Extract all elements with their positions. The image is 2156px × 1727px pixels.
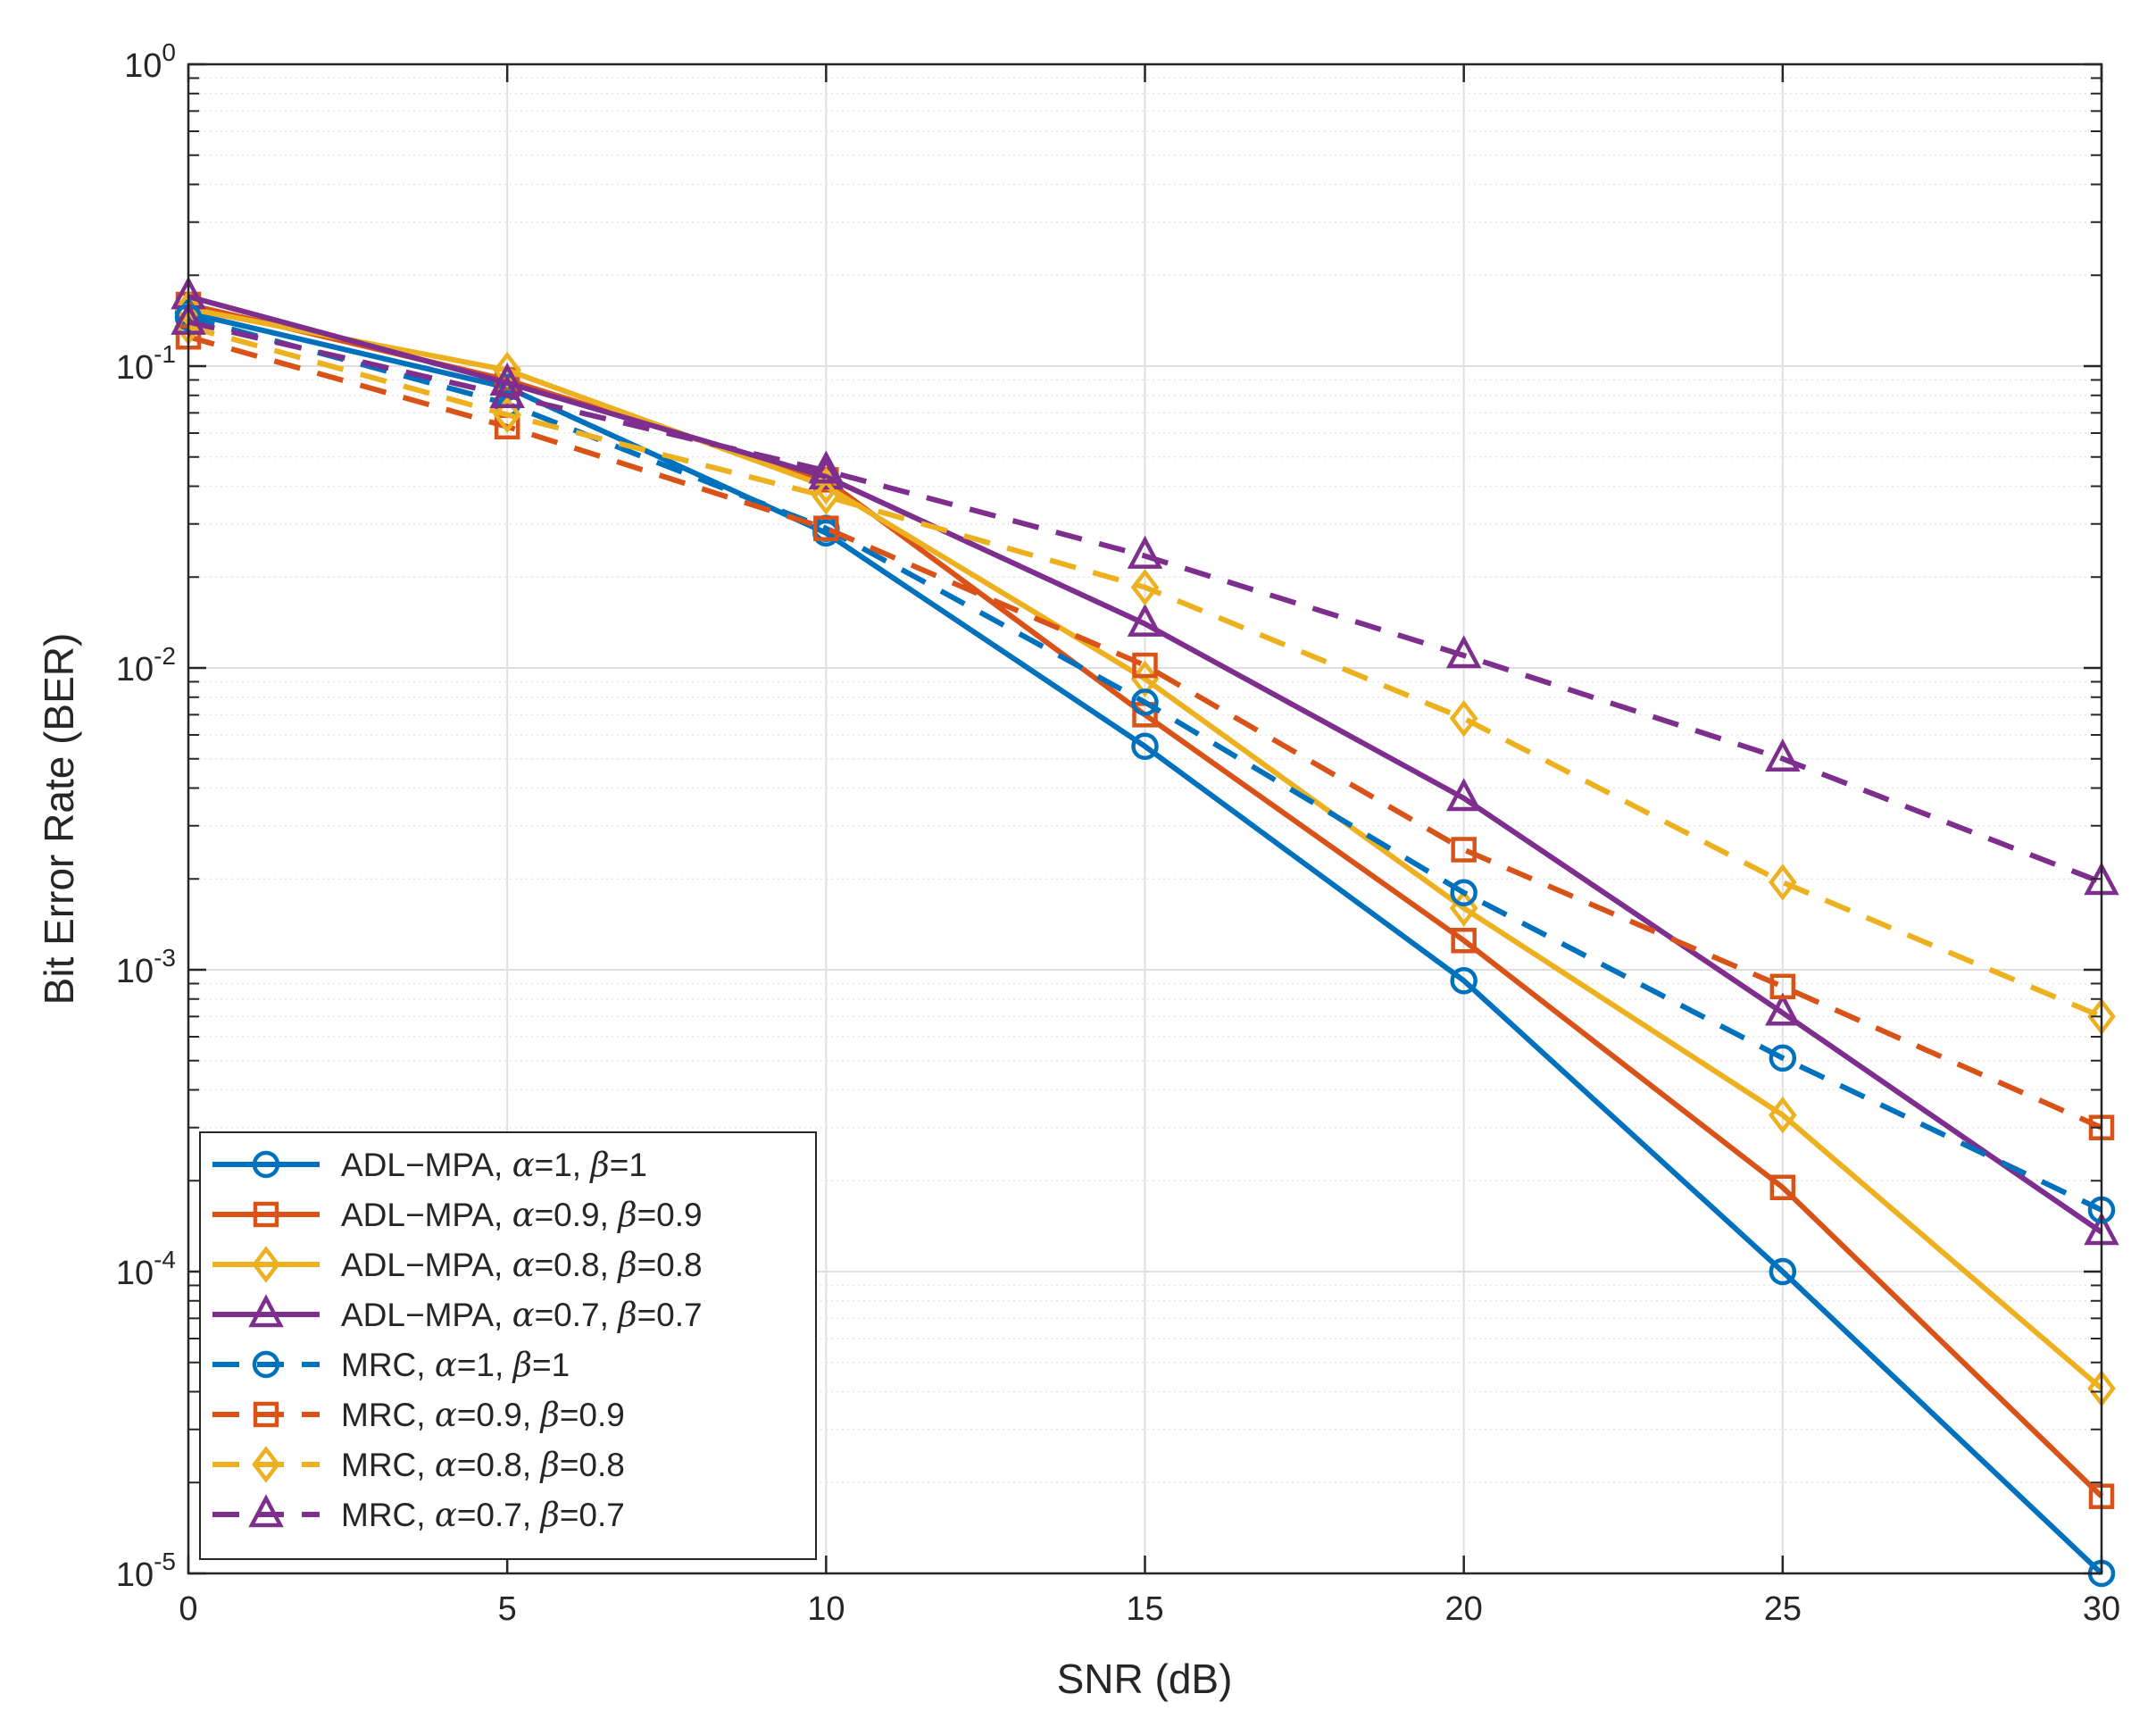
legend-marker [248,1294,284,1328]
legend-entry: ADL−MPA, α=0.9, β=0.9 [212,1196,703,1234]
x-tick-label: 30 [2083,1590,2120,1628]
data-point [1450,879,1478,906]
data-point [493,396,521,434]
legend-entry: ADL−MPA, α=0.7, β=0.7 [212,1294,703,1334]
legend-label: ADL−MPA, α=0.9, β=0.9 [341,1196,703,1234]
x-tick-label: 15 [1126,1590,1163,1628]
legend-entries: ADL−MPA, α=1, β=1 ADL−MPA, α=0.9, β=0.9 AD… [212,1146,703,1534]
data-point [1765,992,1801,1026]
legend-entry: MRC, α=1, β=1 [212,1346,570,1384]
legend-entry: MRC, α=0.7, β=0.7 [212,1494,625,1534]
data-point [1132,652,1158,679]
legend-marker [252,1150,280,1179]
series-line [187,324,2103,1020]
legend-marker [252,1446,280,1483]
y-tick-label: 10-4 [116,1246,176,1292]
legend-label: ADL−MPA, α=1, β=1 [341,1146,647,1184]
data-point [1127,535,1163,569]
x-tick-labels: 0 5 10 15 20 25 30 [179,1590,2120,1628]
y-tick-label: 10-3 [116,944,176,990]
legend-label: ADL−MPA, α=0.8, β=0.8 [341,1246,703,1284]
legend-marker [248,1494,284,1528]
y-tick-labels: 100 10-1 10-2 10-3 10-4 10-5 [116,38,176,1594]
legend-marker [253,1201,279,1228]
legend-label: MRC, α=0.9, β=0.9 [341,1396,625,1434]
data-point [1765,738,1801,772]
data-point [813,515,839,541]
y-tick-label: 10-2 [116,642,176,688]
data-point [1769,973,1796,1000]
legend-box [199,1131,817,1560]
data-point [1769,864,1797,901]
data-point [1449,699,1478,738]
legend-marker [252,1350,280,1379]
legend-label: MRC, α=1, β=1 [341,1346,570,1384]
series-line [187,319,2103,885]
data-point [808,450,845,484]
data-point [1769,1097,1797,1134]
legend-marker [252,1246,280,1283]
legend-entry: ADL−MPA, α=0.8, β=0.8 [212,1246,703,1284]
legend-label: ADL−MPA, α=0.7, β=0.7 [341,1296,703,1334]
data-point [1769,1174,1796,1201]
y-tick-label: 100 [124,38,176,85]
legend-label: MRC, α=0.7, β=0.7 [341,1496,625,1534]
x-tick-label: 25 [1764,1590,1802,1628]
data-point [1130,568,1160,606]
legend-entry: MRC, α=0.9, β=0.9 [212,1396,625,1434]
data-point [1127,603,1163,637]
legend: ADL−MPA, α=1, β=1 ADL−MPA, α=0.9, β=0.9 AD… [199,1131,817,1560]
data-point [808,456,845,490]
x-tick-label: 0 [179,1590,197,1628]
data-point [812,478,841,515]
y-tick-label: 10-1 [116,340,176,387]
legend-marker [253,1401,279,1428]
data-point [1769,1044,1797,1072]
y-axis-label: Bit Error Rate (BER) [36,633,82,1005]
data-point [1451,837,1477,863]
legend-label: MRC, α=0.8, β=0.8 [341,1446,625,1484]
data-point [489,374,525,409]
y-tick-label: 10-5 [116,1548,176,1594]
x-tick-label: 10 [807,1590,845,1628]
x-axis-label: SNR (dB) [1057,1656,1233,1702]
data-point [1130,660,1160,697]
x-tick-label: 20 [1445,1590,1483,1628]
data-point [1451,927,1477,954]
legend-entry: ADL−MPA, α=1, β=1 [212,1146,647,1184]
series-lines [171,276,2119,1588]
data-point [1445,635,1482,669]
data-point [1131,688,1159,716]
data-point [1769,1257,1797,1286]
series-line [187,314,2103,1213]
legend-entry: MRC, α=0.8, β=0.8 [212,1446,625,1484]
data-point [1450,966,1478,995]
axis-ticks [187,63,2103,1575]
data-point [1131,732,1159,761]
x-tick-label: 5 [498,1590,517,1628]
data-point [1445,778,1482,812]
